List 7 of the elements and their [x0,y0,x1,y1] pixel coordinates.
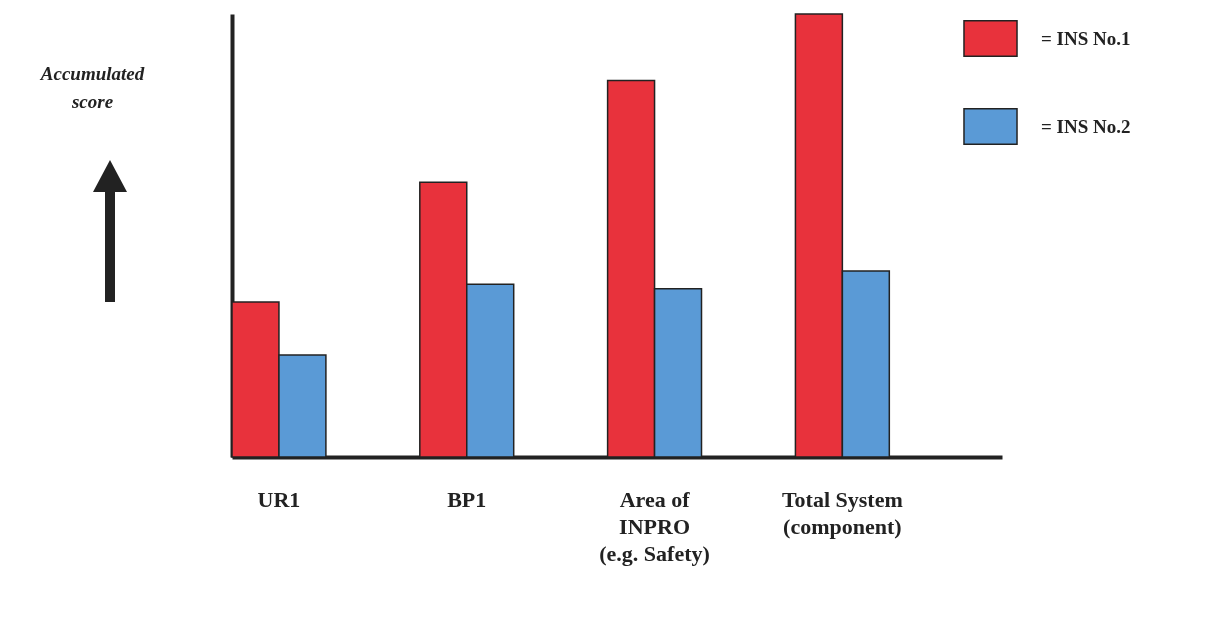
x-tick-label: Area of INPRO (e.g. Safety) [599,486,710,566]
x-tick-label: UR1 [257,486,301,512]
x-tick-label: BP1 [447,486,487,512]
y-axis-title: Accumulated score [39,62,145,112]
legend-label: = INS No.2 [1041,115,1131,137]
x-tick-label: Total System (component) [781,486,903,539]
legend-label: = INS No.1 [1041,27,1131,49]
